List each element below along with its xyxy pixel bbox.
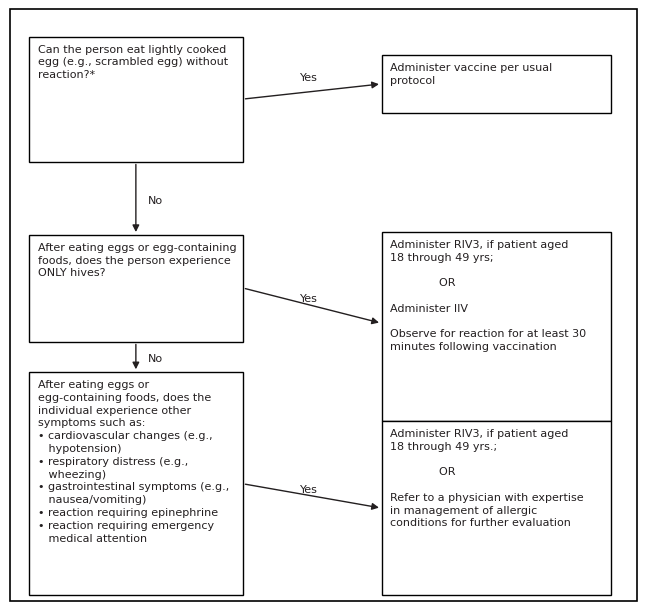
Text: Yes: Yes bbox=[300, 485, 318, 495]
Text: Yes: Yes bbox=[300, 73, 318, 83]
FancyBboxPatch shape bbox=[29, 372, 243, 595]
Text: After eating eggs or
egg-containing foods, does the
individual experience other
: After eating eggs or egg-containing food… bbox=[38, 380, 229, 544]
FancyBboxPatch shape bbox=[382, 232, 611, 421]
FancyBboxPatch shape bbox=[29, 37, 243, 162]
Text: Administer RIV3, if patient aged
18 through 49 yrs.;

              OR

Refer to: Administer RIV3, if patient aged 18 thro… bbox=[390, 429, 584, 528]
Text: Yes: Yes bbox=[300, 294, 318, 304]
Text: Administer vaccine per usual
protocol: Administer vaccine per usual protocol bbox=[390, 63, 553, 85]
Text: No: No bbox=[148, 354, 163, 364]
Text: No: No bbox=[148, 196, 163, 206]
Text: After eating eggs or egg-containing
foods, does the person experience
ONLY hives: After eating eggs or egg-containing food… bbox=[38, 243, 236, 278]
FancyBboxPatch shape bbox=[10, 9, 637, 601]
Text: Administer RIV3, if patient aged
18 through 49 yrs;

              OR

Administe: Administer RIV3, if patient aged 18 thro… bbox=[390, 240, 586, 352]
FancyBboxPatch shape bbox=[29, 235, 243, 342]
FancyBboxPatch shape bbox=[382, 55, 611, 113]
FancyBboxPatch shape bbox=[382, 421, 611, 595]
Text: Can the person eat lightly cooked
egg (e.g., scrambled egg) without
reaction?*: Can the person eat lightly cooked egg (e… bbox=[38, 45, 228, 80]
